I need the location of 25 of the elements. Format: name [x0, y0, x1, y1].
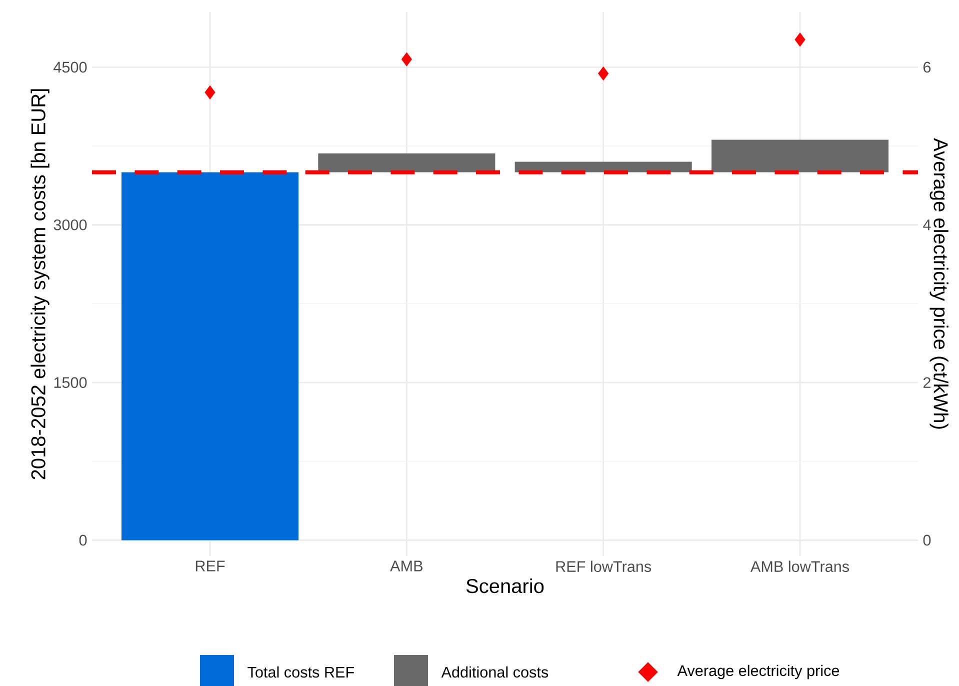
- x-axis-title: Scenario: [466, 578, 544, 594]
- y-tick-label: 0: [79, 534, 87, 546]
- legend-label: Average electricity price: [677, 664, 840, 680]
- bar: [122, 172, 299, 540]
- x-tick-label: AMB lowTrans: [750, 560, 850, 572]
- y2-tick-label: 2: [923, 377, 930, 388]
- point: [401, 52, 412, 66]
- legend-label: Total costs REF: [248, 666, 354, 678]
- point: [794, 32, 806, 47]
- y-tick-label: 3000: [54, 219, 87, 230]
- y-tick-label: 4500: [54, 62, 87, 73]
- x-tick-label: REF: [196, 560, 225, 572]
- legend-label: Additional costs: [441, 666, 548, 678]
- x-tick-label: AMB: [390, 560, 422, 572]
- bar: [712, 140, 889, 172]
- y-tick-label: 1500: [54, 377, 87, 388]
- point: [598, 66, 609, 80]
- y2-tick-label: 6: [923, 62, 931, 73]
- y2-tick-label: 0: [923, 534, 931, 546]
- y2-axis-title: Average electricity price (ct/kWh): [930, 138, 948, 429]
- y2-tick-label: 4: [923, 220, 931, 230]
- x-tick-label: REF lowTrans: [556, 560, 652, 572]
- point: [204, 85, 216, 100]
- bar: [318, 153, 496, 172]
- y-axis-title: 2018-2052 electricity system costs [bn EUR]: [30, 89, 50, 480]
